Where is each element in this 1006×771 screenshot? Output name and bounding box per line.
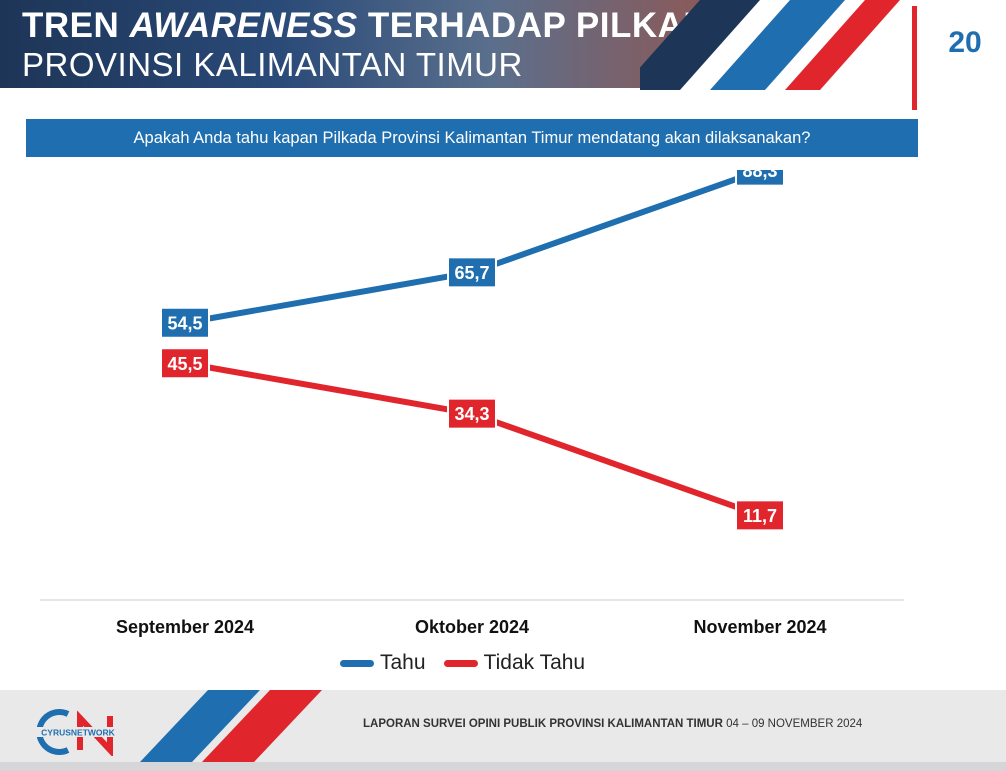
- series-line-tidak-tahu: [182, 360, 763, 519]
- data-label-box-tidak-tahu: [160, 347, 210, 380]
- line-chart: September 2024 Oktober 2024 November 2024 5…: [40, 170, 904, 637]
- legend-swatch-tahu: [340, 659, 374, 667]
- footer-report-title: LAPORAN SURVEI OPINI PUBLIK PROVINSI KAL…: [363, 718, 723, 730]
- data-label-tidak-tahu: 11,7: [743, 506, 777, 526]
- page-subtitle: PROVINSI KALIMANTAN TIMUR: [22, 46, 523, 83]
- footer-report-date: 04 – 09 NOVEMBER 2024: [722, 718, 863, 730]
- x-tick-label: September 2024: [116, 617, 254, 637]
- data-label-box-tahu: [447, 256, 497, 289]
- data-label-tahu: 54,5: [167, 313, 202, 333]
- legend-item-tidak-tahu: Tidak Tahu: [443, 651, 586, 675]
- data-label-tidak-tahu: 34,3: [454, 404, 489, 424]
- x-tick-label: November 2024: [693, 617, 826, 637]
- header-photo-background: [0, 0, 700, 88]
- chart-legend: Tahu Tidak Tahu: [340, 651, 603, 675]
- question-banner: Apakah Anda tahu kapan Pilkada Provinsi …: [26, 119, 918, 157]
- data-label-tahu: 88,3: [742, 170, 777, 181]
- data-label-box-tidak-tahu: [735, 499, 785, 532]
- footer: CYRUSNETWORK LAPORAN SURVEI OPINI PUBLIK…: [0, 690, 1006, 771]
- header-stripes-decoration: [640, 0, 900, 90]
- cyrusnetwork-logo: CYRUSNETWORK: [32, 709, 124, 756]
- data-label-tahu: 65,7: [454, 263, 489, 283]
- data-label-box-tahu: [735, 170, 785, 187]
- page-number: 20: [948, 26, 982, 59]
- bottom-strip: [0, 762, 1006, 771]
- legend-item-tahu: Tahu: [340, 651, 426, 675]
- x-tick-label: Oktober 2024: [415, 617, 529, 637]
- data-label-tidak-tahu: 45,5: [167, 354, 202, 374]
- header-divider: [912, 6, 917, 110]
- legend-label-tahu: Tahu: [380, 651, 426, 674]
- footer-report-info: LAPORAN SURVEI OPINI PUBLIK PROVINSI KAL…: [363, 718, 862, 730]
- series-line-tahu: [182, 170, 763, 326]
- data-label-box-tahu: [160, 306, 210, 339]
- header: TREN AWARENESS TERHADAP PILKADA PROVINSI…: [0, 0, 1006, 112]
- logo-text: CYRUSNETWORK: [41, 728, 116, 738]
- legend-label-tidak-tahu: Tidak Tahu: [483, 651, 586, 674]
- data-label-box-tidak-tahu: [447, 397, 497, 430]
- legend-swatch-tidak-tahu: [443, 659, 478, 667]
- page-title: TREN AWARENESS TERHADAP PILKADA: [22, 6, 735, 45]
- footer-stripes-decoration: [140, 690, 322, 762]
